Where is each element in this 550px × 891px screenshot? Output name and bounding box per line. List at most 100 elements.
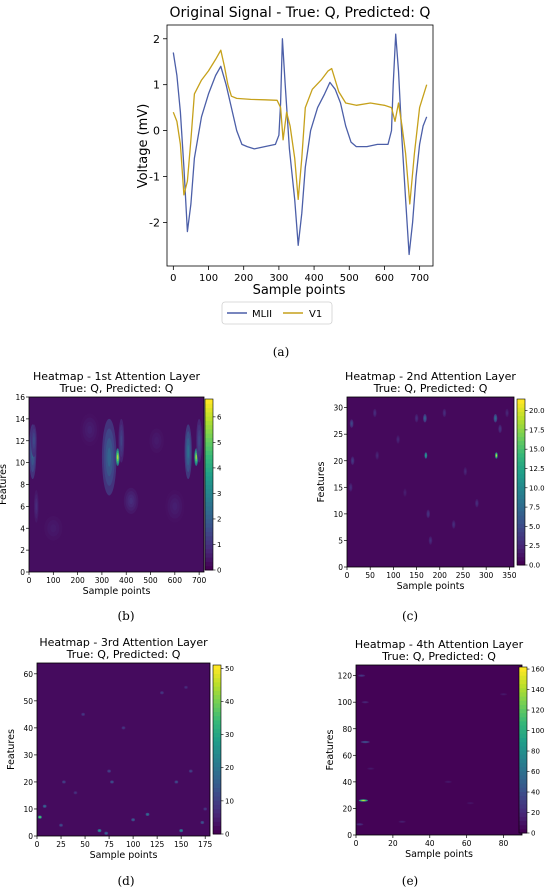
heatmap-cell [374,411,376,414]
colorbar-segment [213,766,221,772]
series-mlii-line [172,33,428,256]
colorbar-segment [519,812,527,817]
heatmap-cell [82,713,84,715]
heatmap-y-tick-label: 0 [20,568,25,577]
heatmap-y-tick-label: 20 [23,778,33,787]
colorbar-tick-label: 20.0 [529,407,545,415]
colorbar-segment [213,690,221,696]
colorbar-segment [519,741,527,747]
heatmap-x-tick-label: 20 [388,839,398,848]
colorbar-segment [213,817,221,822]
colorbar-segment [517,502,525,508]
colorbar-segment [213,698,221,704]
heatmap-y-tick-label: 40 [342,778,352,787]
colorbar-segment [519,820,527,826]
colorbar-segment [517,399,525,404]
colorbar-segment [213,686,221,691]
colorbar-segment [205,561,213,567]
colorbar-tick-label: 2.5 [529,542,540,550]
colorbar-segment [213,665,221,670]
colorbar-segment [205,488,213,494]
colorbar-segment [205,565,213,571]
heatmap-y-tick-label: 12 [15,437,25,446]
signal-x-tick-label: 700 [410,273,429,284]
colorbar-segment [519,737,527,743]
signal-x-tick-label: 600 [375,273,394,284]
heatmap-background [356,665,522,835]
colorbar-segment [517,473,525,479]
colorbar-tick-label: 100 [531,727,544,735]
colorbar-segment [205,407,213,413]
legend-mlii-label: MLII [252,309,272,320]
heatmap-cell [154,436,160,445]
colorbar-segment [519,708,527,714]
colorbar-segment [517,423,525,429]
heatmap-cell [364,741,367,743]
colorbar-segment [517,428,525,433]
colorbar-segment [517,436,525,441]
colorbar-segment [205,420,213,426]
heatmap-cell [502,693,505,695]
colorbar-segment [213,681,221,687]
heatmap-subtitle: True: Q, Predicted: Q [59,382,174,395]
heatmap-cell [44,805,46,807]
colorbar-segment [213,800,221,805]
signal-chart: Original Signal - True: Q, Predicted: Q … [136,5,434,359]
colorbar-segment [213,741,221,746]
heatmap-x-tick-label: 0 [345,571,350,580]
heatmap-y-label: Features [0,464,9,505]
colorbar-segment [205,411,213,417]
colorbar-segment [517,469,525,475]
colorbar-segment [519,716,527,722]
heatmap-y-tick-label: 0 [28,832,33,841]
colorbar-segment [213,825,221,831]
colorbar-tick-label: 17.5 [529,426,545,434]
signal-x-tick-label: 100 [199,273,218,284]
colorbar-segment [517,552,525,558]
heatmap-cell [469,802,472,804]
heatmap-background [29,397,204,572]
signal-x-tick-label: 200 [234,273,253,284]
colorbar-segment [205,493,213,498]
colorbar-segment [519,766,527,772]
colorbar-segment [205,463,213,468]
heatmap-cell [364,701,367,703]
heatmap-cell [352,459,354,462]
signal-x-label: Sample points [253,283,346,298]
colorbar-segment [517,461,525,466]
colorbar-tick-label: 0 [531,830,535,838]
colorbar-tick-label: 3 [217,490,221,498]
colorbar-segment [519,808,527,813]
colorbar-segment [519,791,527,797]
colorbar-segment [205,416,213,421]
signal-y-tick-label: 1 [153,79,160,92]
colorbar-segment [517,432,525,437]
colorbar-segment [517,531,525,537]
colorbar-frame [212,664,222,835]
legend-frame [221,301,333,325]
colorbar-segment [519,687,527,693]
heatmap-y-tick-label: 8 [20,481,25,490]
heatmap-subtitle: True: Q, Predicted: Q [381,650,496,663]
colorbar-segment [205,510,213,515]
heatmap-y-tick-label: 60 [342,751,352,760]
heatmap-x-tick-label: 200 [433,571,448,580]
colorbar-segment [517,523,525,529]
colorbar-segment [517,477,525,483]
signal-y-tick-label: 2 [153,33,160,46]
colorbar-segment [205,458,213,464]
colorbar-segment [519,783,527,788]
colorbar-segment [517,415,525,421]
heatmap-x-tick-label: 100 [46,576,61,585]
colorbar-tick-label: 15.0 [529,446,545,454]
colorbar-tick-label: 80 [531,748,540,756]
heatmap-x-label: Sample points [83,586,151,597]
colorbar-segment [205,475,213,481]
colorbar-segment [205,514,213,520]
heatmap-x-tick-label: 300 [95,576,110,585]
colorbar-segment [205,527,213,533]
colorbar-tick-label: 20 [531,809,540,817]
colorbar-segment [519,770,527,776]
colorbar-tick-label: 120 [531,707,544,715]
